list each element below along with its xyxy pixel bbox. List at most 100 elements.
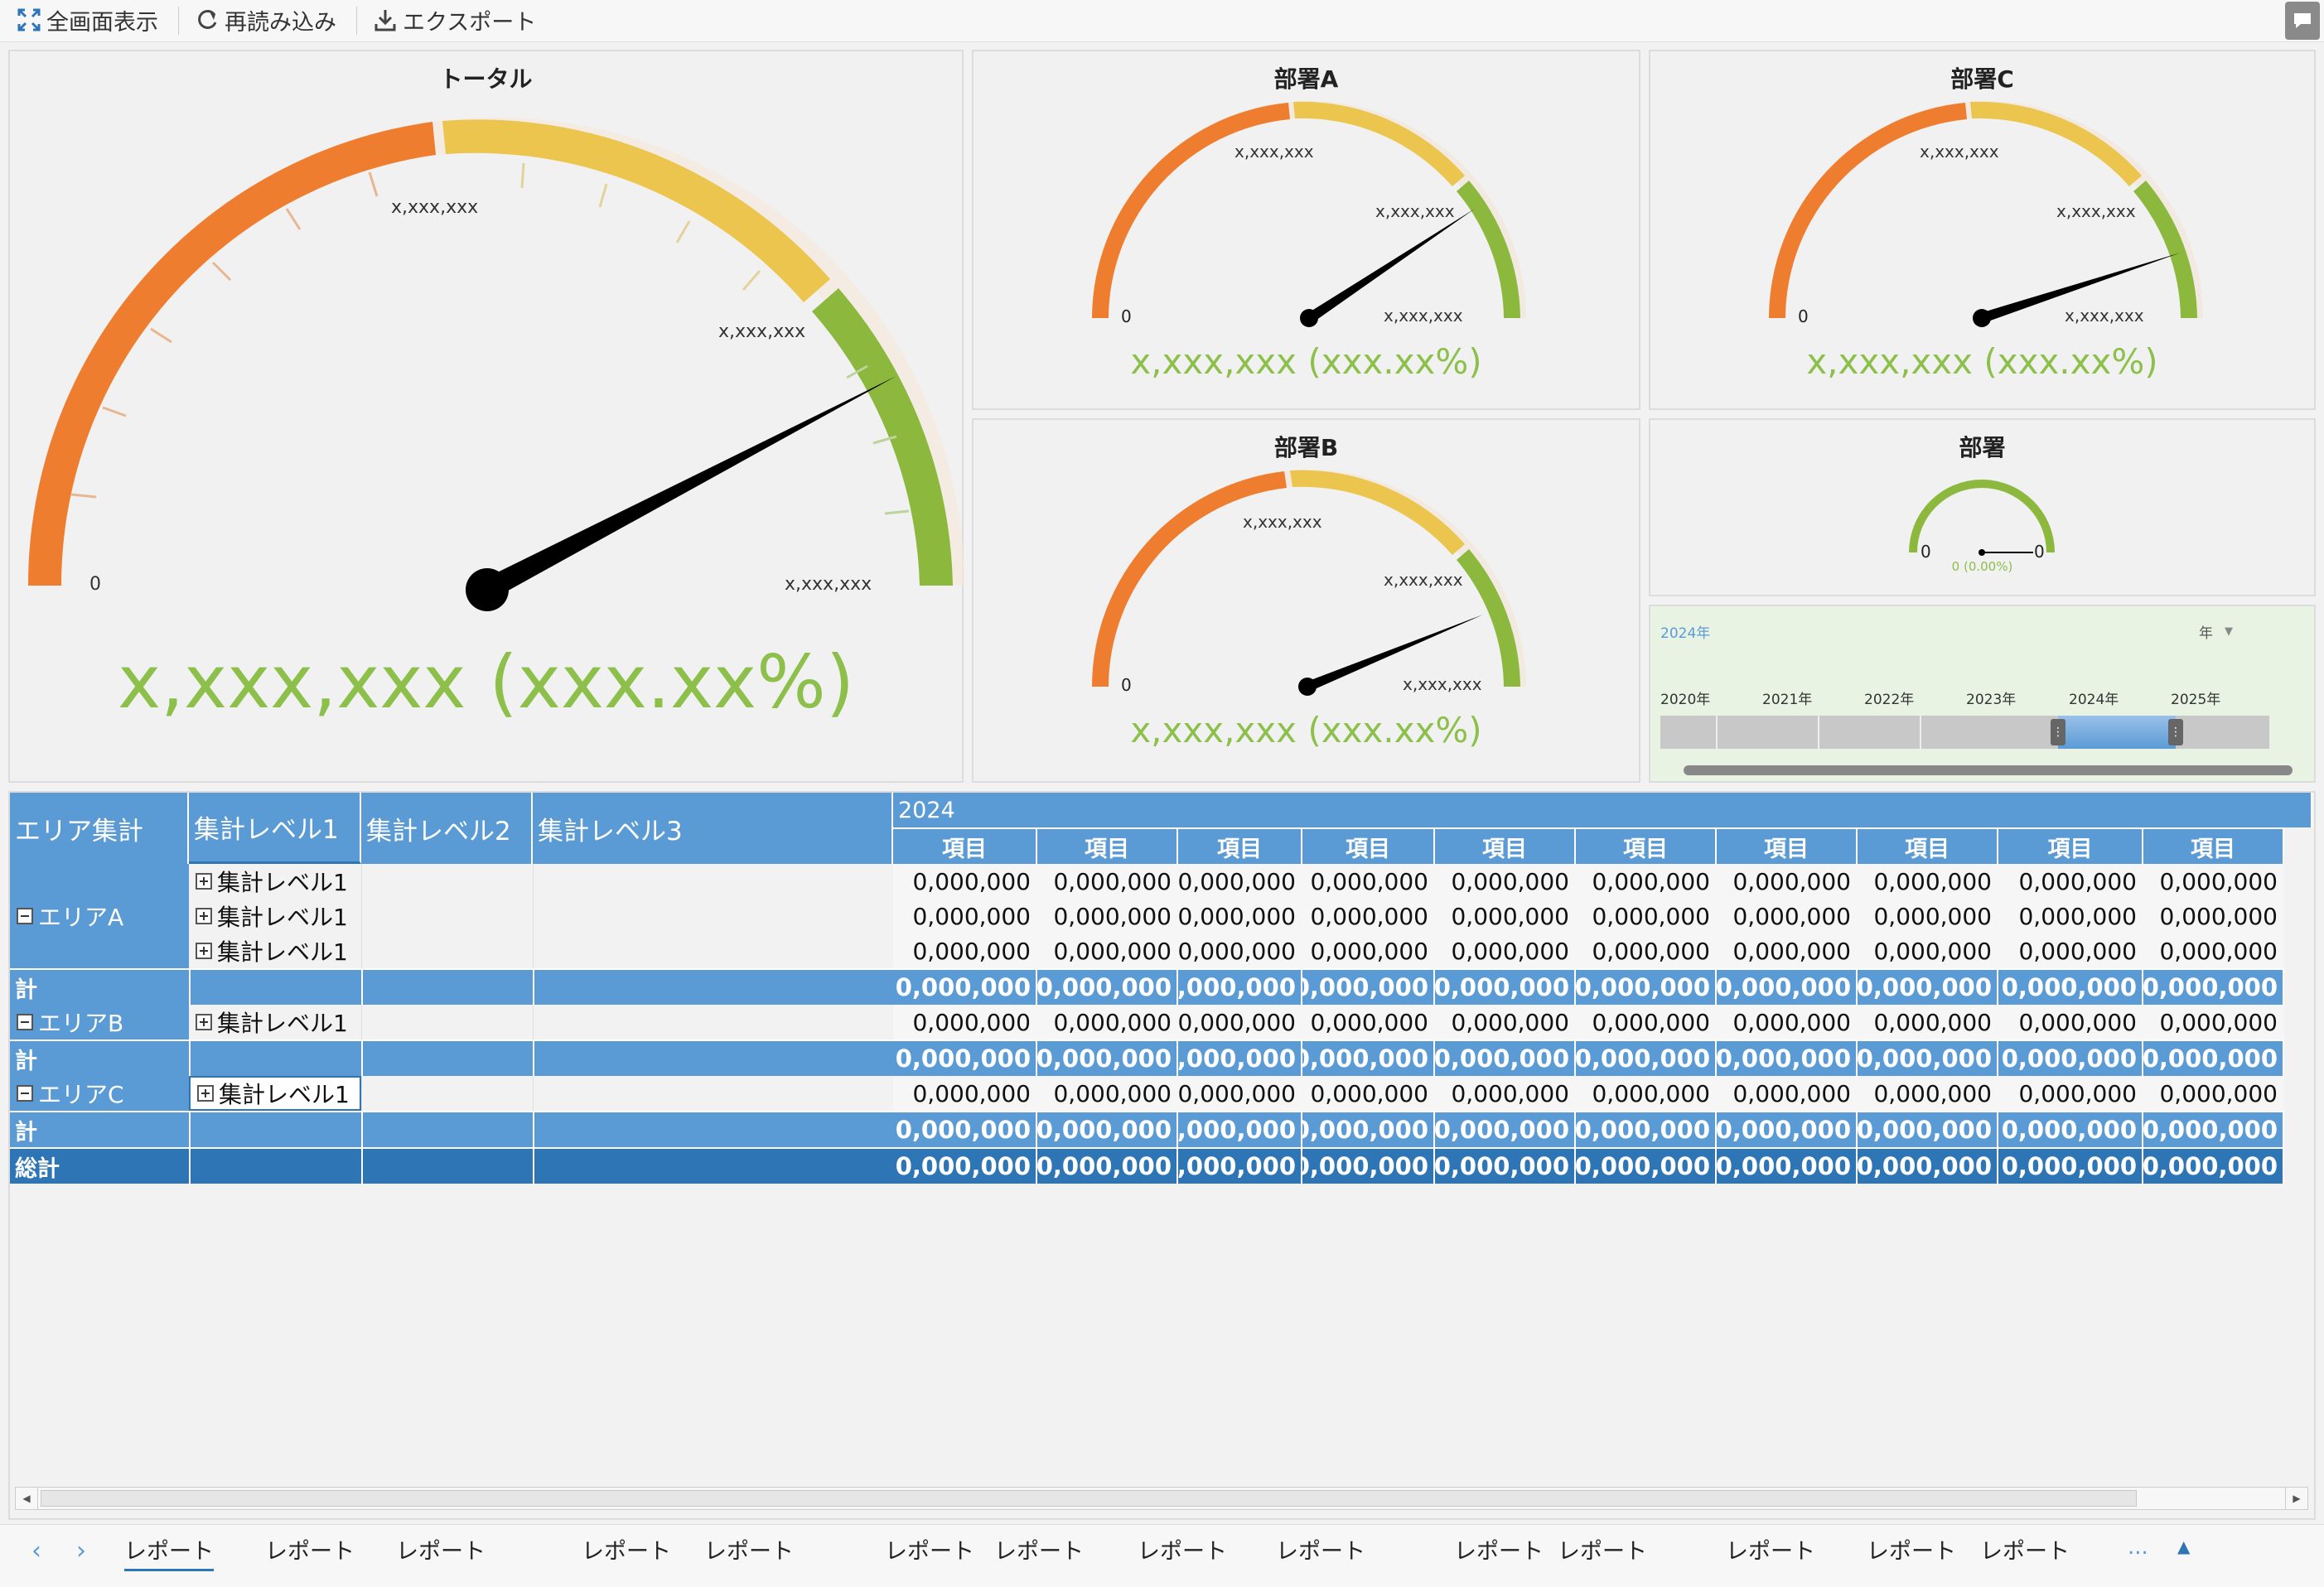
range-handle-start[interactable]: ⋮ [2051,719,2066,745]
data-cell[interactable]: 0,000,000 [893,899,1037,933]
data-cell[interactable]: 0,000,000 [2143,899,2284,933]
more-tabs-button[interactable]: ... [2128,1535,2148,1560]
tab-prev-icon[interactable]: ‹ [31,1536,41,1565]
unit-dropdown[interactable]: 年 ▼ [2199,621,2233,642]
item-header[interactable]: 項目 [1302,827,1435,864]
data-cell[interactable]: 0,000,000 [1858,864,1998,899]
fullscreen-button[interactable]: 全画面表示 [17,5,158,36]
row-header-level1[interactable]: 集計レベル1 [189,1005,361,1040]
tab-report[interactable]: レポート [265,1539,355,1565]
item-header[interactable]: 項目 [1037,827,1178,864]
expand-icon[interactable] [196,1014,212,1030]
data-cell[interactable]: 0,000,000 [1717,864,1858,899]
range-track[interactable]: ⋮ ⋮ [1660,716,2269,749]
data-cell[interactable]: 0,000,000 [1178,933,1302,968]
data-cell[interactable]: 0,000,000 [1998,864,2143,899]
data-cell[interactable]: 0,000,000 [2143,933,2284,968]
tab-report[interactable]: レポート [1138,1539,1227,1565]
item-header[interactable]: 項目 [1178,827,1302,864]
item-header[interactable]: 項目 [893,827,1037,864]
data-cell[interactable]: 0,000,000 [1717,1076,1858,1111]
data-cell[interactable]: 0,000,000 [1717,1005,1858,1040]
data-cell[interactable]: 0,000,000 [2143,864,2284,899]
data-cell[interactable]: 0,000,000 [1178,899,1302,933]
data-cell[interactable]: 0,000,000 [893,1005,1037,1040]
item-header[interactable]: 項目 [1717,827,1858,864]
data-cell[interactable]: 0,000,000 [1998,899,2143,933]
tab-report[interactable]: レポート [1867,1539,1956,1565]
data-cell[interactable]: 0,000,000 [1435,1005,1576,1040]
expand-icon[interactable] [197,1085,214,1102]
collapse-icon[interactable] [17,1085,33,1102]
data-cell[interactable]: 0,000,000 [1302,1005,1435,1040]
data-cell[interactable]: 0,000,000 [1435,1076,1576,1111]
column-header[interactable]: 集計レベル1 [189,793,361,864]
tab-menu-up-icon[interactable]: ▲ [2177,1536,2191,1556]
data-cell[interactable]: 0,000,000 [1576,1076,1717,1111]
scroll-right-icon[interactable]: ▶ [2285,1488,2307,1509]
scroll-left-icon[interactable]: ◀ [16,1488,38,1509]
data-cell[interactable]: 0,000,000 [1302,864,1435,899]
data-cell[interactable]: 0,000,000 [1435,899,1576,933]
data-cell[interactable]: 0,000,000 [2143,1076,2284,1111]
column-header[interactable]: エリア集計 [10,793,189,864]
row-header-level1[interactable]: 集計レベル1 [189,1076,361,1111]
row-header-level1[interactable]: 集計レベル1 [189,933,361,968]
column-header[interactable]: 集計レベル2 [361,793,533,864]
item-header[interactable]: 項目 [1576,827,1717,864]
export-button[interactable]: エクスポート [373,5,536,36]
data-cell[interactable]: 0,000,000 [1576,864,1717,899]
data-cell[interactable]: 0,000,000 [1178,864,1302,899]
row-header-area[interactable]: エリアB [10,1005,189,1040]
expand-icon[interactable] [196,908,212,924]
data-cell[interactable]: 0,000,000 [1998,933,2143,968]
collapse-icon[interactable] [17,908,33,924]
comment-button[interactable] [2285,2,2320,40]
tab-report[interactable]: レポート [885,1539,974,1565]
data-cell[interactable]: 0,000,000 [1576,899,1717,933]
data-cell[interactable]: 0,000,000 [1302,899,1435,933]
horizontal-scrollbar[interactable]: ◀ ▶ [15,1487,2308,1510]
data-cell[interactable]: 0,000,000 [1037,864,1178,899]
column-header[interactable]: 集計レベル3 [533,793,893,864]
data-cell[interactable]: 0,000,000 [1576,933,1717,968]
data-cell[interactable]: 0,000,000 [1858,899,1998,933]
row-header-area[interactable]: エリアC [10,1076,189,1111]
data-cell[interactable]: 0,000,000 [893,1076,1037,1111]
expand-icon[interactable] [196,943,212,959]
tab-report[interactable]: レポート [1558,1539,1647,1565]
tab-report[interactable]: レポート [1980,1539,2070,1565]
data-cell[interactable]: 0,000,000 [1178,1076,1302,1111]
data-cell[interactable]: 0,000,000 [1037,933,1178,968]
data-cell[interactable]: 0,000,000 [1037,1076,1178,1111]
item-header[interactable]: 項目 [1858,827,1998,864]
data-cell[interactable]: 0,000,000 [1998,1076,2143,1111]
expand-icon[interactable] [196,873,212,890]
tab-report[interactable]: レポート [396,1539,486,1565]
tab-report[interactable]: レポート [704,1539,794,1565]
data-cell[interactable]: 0,000,000 [1178,1005,1302,1040]
row-header-level1[interactable]: 集計レベル1 [189,899,361,933]
tab-report[interactable]: レポート [124,1533,214,1571]
data-cell[interactable]: 0,000,000 [1858,1005,1998,1040]
tab-next-icon[interactable]: › [76,1536,86,1565]
data-cell[interactable]: 0,000,000 [1576,1005,1717,1040]
data-cell[interactable]: 0,000,000 [1302,1076,1435,1111]
tab-report[interactable]: レポート [1276,1539,1365,1565]
data-cell[interactable]: 0,000,000 [1858,1076,1998,1111]
data-cell[interactable]: 0,000,000 [1302,933,1435,968]
data-cell[interactable]: 0,000,000 [1435,864,1576,899]
tab-report[interactable]: レポート [1726,1539,1815,1565]
item-header[interactable]: 項目 [2143,827,2284,864]
row-header-level1[interactable]: 集計レベル1 [189,864,361,899]
data-cell[interactable]: 0,000,000 [2143,1005,2284,1040]
data-cell[interactable]: 0,000,000 [1717,899,1858,933]
data-cell[interactable]: 0,000,000 [1858,933,1998,968]
data-cell[interactable]: 0,000,000 [1037,899,1178,933]
data-cell[interactable]: 0,000,000 [893,864,1037,899]
item-header[interactable]: 項目 [1998,827,2143,864]
scroll-thumb[interactable] [41,1490,2137,1507]
data-cell[interactable]: 0,000,000 [1998,1005,2143,1040]
collapse-icon[interactable] [17,1014,33,1030]
data-cell[interactable]: 0,000,000 [1717,933,1858,968]
